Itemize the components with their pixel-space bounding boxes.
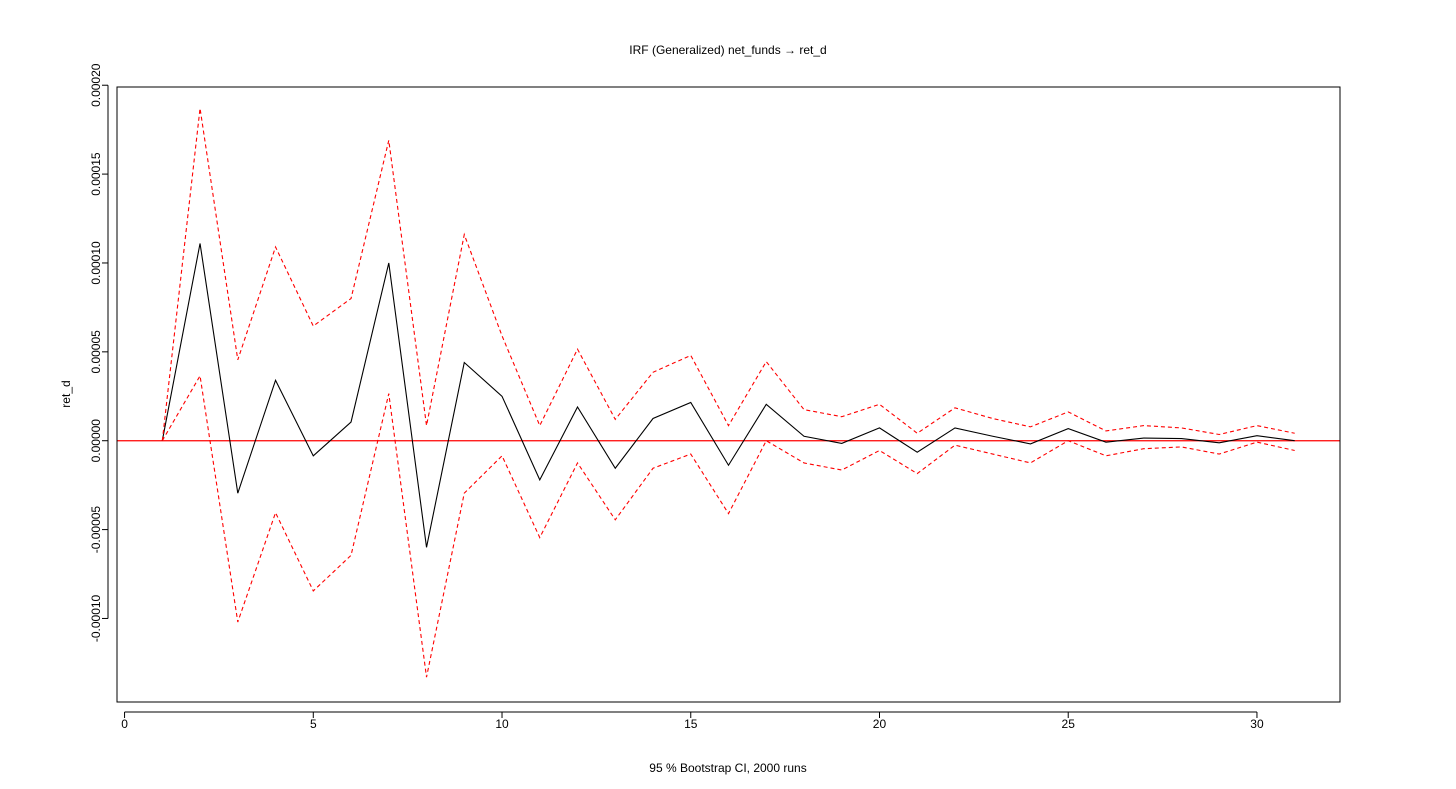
- x-tick-label: 25: [1062, 717, 1076, 731]
- series-line-lower: [161, 374, 1295, 678]
- y-tick-label: 0.00000: [89, 419, 103, 463]
- plot-area: [117, 108, 1340, 678]
- x-axis-label: 95 % Bootstrap CI, 2000 runs: [649, 761, 806, 775]
- series-line-upper: [161, 108, 1295, 441]
- y-tick-label: 0.00015: [89, 152, 103, 196]
- series-line-irf: [161, 243, 1295, 548]
- plot-frame: [116, 86, 1341, 703]
- x-tick-label: 15: [684, 717, 698, 731]
- x-tick-label: 20: [873, 717, 887, 731]
- x-tick-label: 10: [495, 717, 509, 731]
- x-tick-label: 30: [1250, 717, 1264, 731]
- x-tick-label: 5: [310, 717, 317, 731]
- axes: 0 5 10 15 20 25 30 -0.00010 -0.00005 0.00000 0.000…: [89, 63, 1341, 731]
- y-axis-label: ret_d: [59, 380, 73, 407]
- x-tick-label: 0: [121, 717, 128, 731]
- y-tick-label: -0.00005: [89, 506, 103, 554]
- y-tick-label: 0.00010: [89, 241, 103, 285]
- y-tick-label: 0.00020: [89, 63, 103, 107]
- y-tick-label: 0.00005: [89, 330, 103, 374]
- y-tick-label: -0.00010: [89, 594, 103, 642]
- chart-title: IRF (Generalized) net_funds → ret_d: [629, 43, 826, 57]
